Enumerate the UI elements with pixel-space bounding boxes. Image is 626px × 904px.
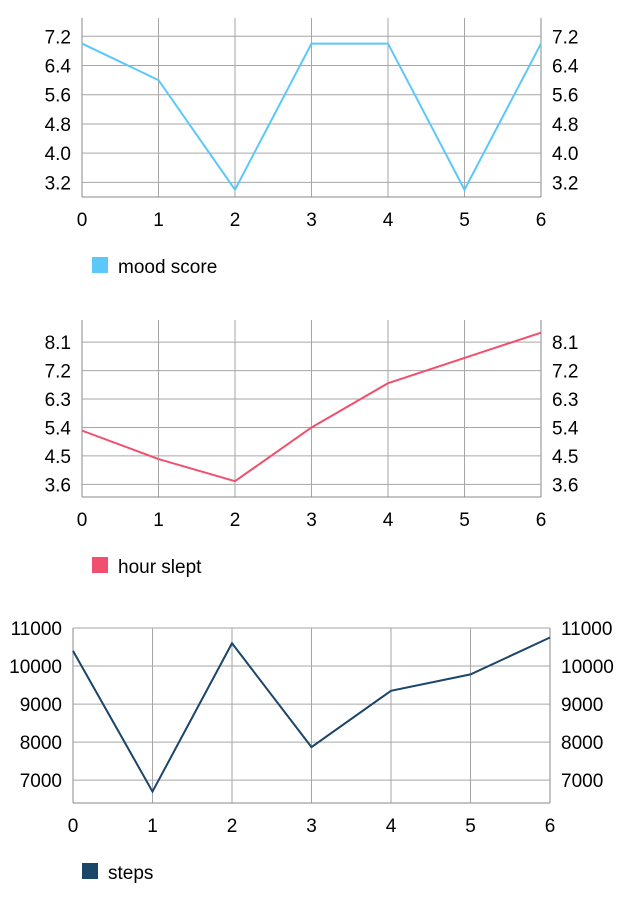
x-tick-label: 6	[545, 816, 556, 837]
y-tick-label-left: 9000	[20, 695, 62, 716]
y-tick-label-right: 3.2	[552, 173, 578, 194]
y-tick-label-right: 9000	[561, 695, 603, 716]
y-tick-label-right: 4.8	[552, 115, 578, 136]
y-tick-label-left: 7.2	[45, 27, 71, 48]
legend-swatch	[92, 257, 108, 273]
x-tick-label: 3	[306, 510, 317, 531]
x-tick-label: 2	[230, 510, 241, 531]
y-tick-label-right: 6.4	[552, 56, 579, 77]
y-tick-label-right: 5.4	[552, 418, 579, 439]
x-tick-label: 1	[147, 816, 158, 837]
legend-swatch	[92, 557, 108, 573]
y-tick-label-left: 7.2	[45, 362, 71, 383]
y-tick-label-right: 11000	[561, 619, 612, 640]
series-line	[81, 42, 542, 192]
x-tick-label: 3	[306, 210, 317, 231]
x-tick-label: 1	[153, 210, 164, 231]
y-tick-label-left: 4.8	[45, 115, 71, 136]
y-tick-label-left: 8000	[20, 733, 62, 754]
x-tick-label: 0	[77, 510, 88, 531]
x-tick-label: 2	[230, 210, 241, 231]
y-tick-label-right: 3.6	[552, 475, 578, 496]
series-line	[81, 331, 542, 483]
legend-label: steps	[108, 863, 153, 884]
x-tick-label: 0	[77, 210, 88, 231]
y-tick-label-left: 5.4	[45, 418, 72, 439]
y-tick-label-left: 4.0	[45, 144, 71, 165]
y-tick-label-left: 4.5	[45, 447, 71, 468]
chart-3: 11000 11000 10000 10000 9000 9000 8000 8000 7000…	[9, 619, 614, 884]
x-tick-label: 4	[386, 816, 397, 837]
y-tick-label-left: 3.6	[45, 475, 71, 496]
y-tick-label-right: 8000	[561, 733, 603, 754]
y-tick-label-right: 10000	[561, 657, 614, 678]
series-line	[72, 636, 551, 794]
y-tick-label-left: 10000	[9, 657, 62, 678]
x-tick-label: 0	[68, 816, 79, 837]
y-tick-label-right: 8.1	[552, 333, 578, 354]
x-tick-label: 5	[465, 816, 476, 837]
y-tick-label-right: 4.0	[552, 144, 578, 165]
y-tick-label-left: 5.6	[45, 86, 71, 107]
chart-1: 7.2 7.2 6.4 6.4 5.6 5.6 4.8 4.8 4.0 4.0 3.2 3.2 0 1 2 3…	[45, 18, 579, 278]
x-tick-label: 6	[536, 510, 547, 531]
legend-label: hour slept	[118, 557, 202, 578]
y-tick-label-right: 5.6	[552, 86, 578, 107]
y-tick-label-left: 3.2	[45, 173, 71, 194]
legend-label: mood score	[118, 257, 217, 278]
x-tick-label: 5	[459, 510, 470, 531]
y-tick-label-right: 4.5	[552, 447, 578, 468]
y-tick-label-left: 11000	[11, 619, 62, 640]
y-tick-label-right: 7.2	[552, 362, 578, 383]
x-tick-label: 1	[153, 510, 164, 531]
x-tick-label: 4	[383, 510, 394, 531]
y-tick-label-right: 6.3	[552, 390, 578, 411]
y-tick-label-right: 7.2	[552, 27, 578, 48]
x-tick-label: 2	[227, 816, 238, 837]
y-tick-label-left: 8.1	[45, 333, 71, 354]
legend-swatch	[82, 863, 98, 879]
y-tick-label-left: 7000	[20, 771, 62, 792]
chart-2: 8.1 8.1 7.2 7.2 6.3 6.3 5.4 5.4 4.5 4.5 3.6 3.6 0 1 2 3…	[45, 320, 579, 578]
y-tick-label-left: 6.4	[45, 56, 72, 77]
x-tick-label: 4	[383, 210, 394, 231]
x-tick-label: 6	[536, 210, 547, 231]
x-tick-label: 5	[459, 210, 470, 231]
x-tick-label: 3	[306, 816, 317, 837]
y-tick-label-left: 6.3	[45, 390, 71, 411]
y-tick-label-right: 7000	[561, 771, 603, 792]
